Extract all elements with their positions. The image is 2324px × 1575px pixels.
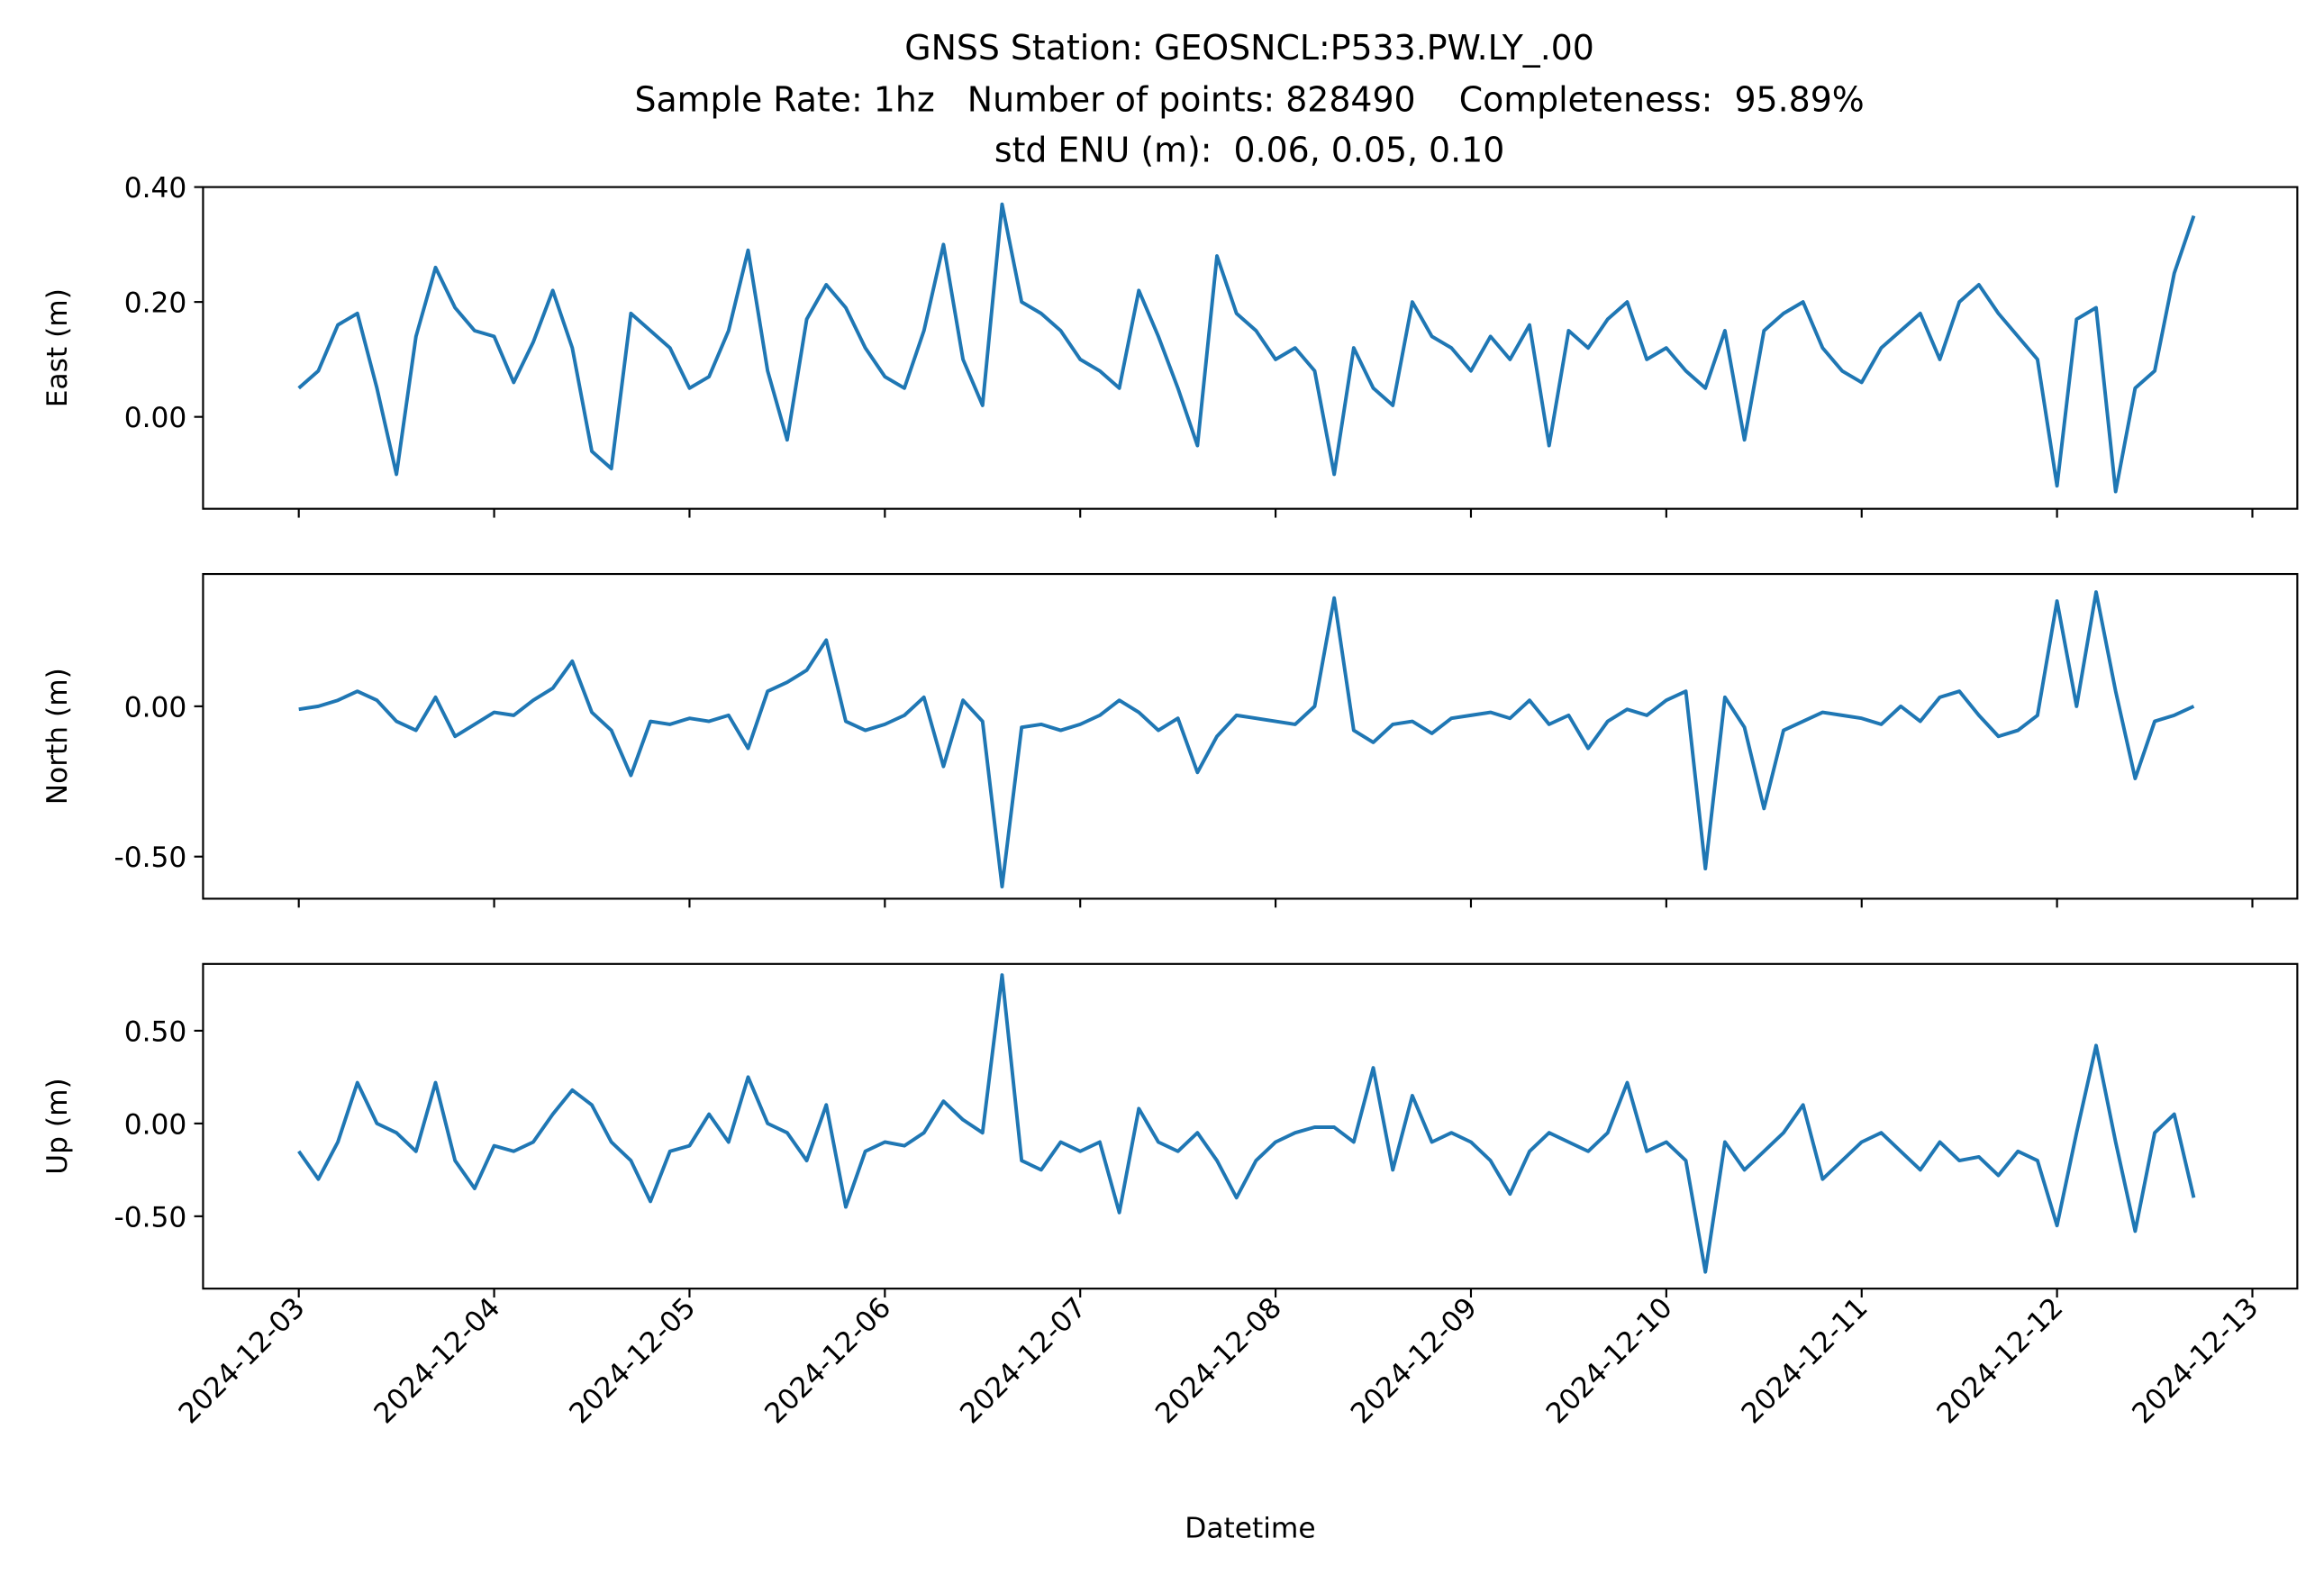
axes-frame: [202, 572, 2299, 900]
y-tick-label: 0.00: [124, 402, 187, 434]
x-axis-label: Datetime: [1185, 1513, 1315, 1545]
y-tick-label: 0.40: [124, 172, 187, 205]
y-tick-label: 0.00: [124, 1108, 187, 1141]
y-axis-label: North (m): [41, 668, 74, 805]
y-tick-label: 0.20: [124, 287, 187, 320]
y-tick-label: -0.50: [113, 1201, 186, 1234]
y-tick-label: -0.50: [113, 842, 186, 874]
data-line: [297, 973, 2196, 1274]
data-line: [297, 202, 2196, 494]
y-axis-label: East (m): [41, 288, 74, 407]
y-tick-label: 0.00: [124, 691, 187, 724]
axes-frame: [202, 186, 2299, 510]
title-line: Sample Rate: 1hz Number of points: 82849…: [634, 80, 1864, 120]
title-line: std ENU (m): 0.06, 0.05, 0.10: [994, 131, 1504, 170]
y-tick-label: 0.50: [124, 1015, 187, 1048]
data-line: [298, 590, 2195, 889]
title-line: GNSS Station: GEOSNCL:P533.PW.LY_.00: [904, 28, 1594, 68]
axes-frame: [202, 962, 2299, 1290]
y-axis-label: Up (m): [41, 1078, 74, 1174]
